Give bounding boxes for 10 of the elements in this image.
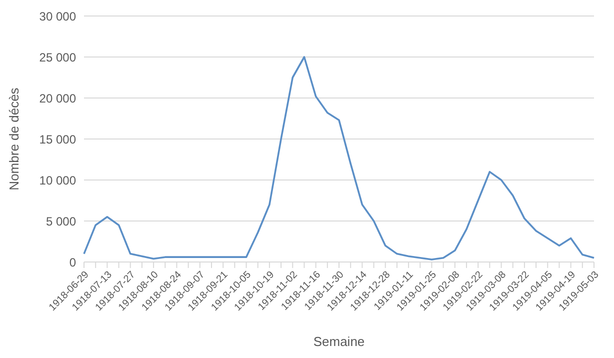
line-series (83, 56, 595, 260)
y-tick-label: 25 000 (39, 50, 76, 64)
x-axis-title: Semaine (313, 334, 365, 349)
y-tick-label: 20 000 (39, 91, 76, 106)
y-tick-label: 10 000 (39, 173, 76, 188)
y-tick-label: 30 000 (39, 9, 76, 24)
y-tick-label: 15 000 (39, 132, 76, 146)
y-tick-label: 5 000 (46, 214, 76, 228)
y-axis-title: Nombre de décès (6, 87, 22, 190)
y-tick-label: 0 (69, 255, 76, 270)
